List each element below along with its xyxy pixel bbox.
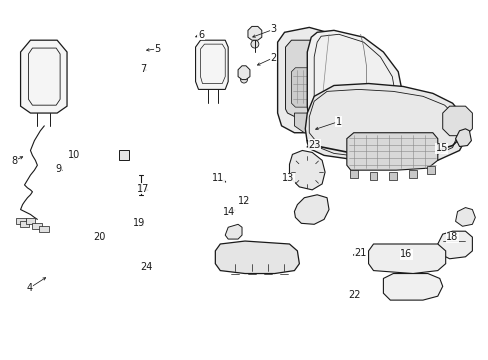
- Polygon shape: [383, 274, 442, 300]
- Polygon shape: [32, 223, 42, 229]
- Text: 24: 24: [141, 262, 153, 272]
- Polygon shape: [195, 40, 228, 89]
- Polygon shape: [39, 226, 49, 232]
- Polygon shape: [238, 66, 249, 80]
- Polygon shape: [346, 133, 437, 170]
- Polygon shape: [306, 30, 402, 141]
- Circle shape: [305, 203, 316, 212]
- Text: 22: 22: [348, 290, 360, 300]
- Polygon shape: [408, 170, 416, 178]
- Circle shape: [299, 164, 315, 180]
- Text: 13: 13: [281, 173, 294, 183]
- Text: 16: 16: [400, 249, 412, 260]
- Polygon shape: [247, 26, 261, 40]
- Polygon shape: [277, 27, 343, 133]
- Polygon shape: [20, 221, 29, 227]
- Text: 18: 18: [446, 233, 458, 242]
- Text: 10: 10: [68, 150, 81, 160]
- Circle shape: [250, 40, 258, 48]
- Polygon shape: [426, 166, 434, 174]
- Polygon shape: [442, 106, 471, 136]
- Text: 1: 1: [335, 117, 341, 126]
- Text: 2: 2: [270, 53, 276, 63]
- Polygon shape: [349, 170, 357, 178]
- Polygon shape: [455, 208, 474, 226]
- Polygon shape: [368, 244, 445, 274]
- Polygon shape: [225, 224, 242, 239]
- Text: 7: 7: [140, 64, 146, 75]
- Text: 19: 19: [133, 218, 145, 228]
- Circle shape: [240, 76, 247, 83]
- Polygon shape: [25, 219, 35, 224]
- Polygon shape: [455, 129, 470, 147]
- Polygon shape: [294, 113, 324, 133]
- Text: 14: 14: [223, 207, 235, 217]
- Text: 6: 6: [198, 30, 203, 40]
- Text: 4: 4: [26, 283, 32, 293]
- Text: 20: 20: [93, 233, 105, 242]
- Polygon shape: [119, 150, 129, 160]
- Text: 23: 23: [308, 140, 320, 149]
- Circle shape: [303, 168, 310, 176]
- Polygon shape: [285, 40, 336, 118]
- Text: 21: 21: [354, 248, 366, 258]
- Polygon shape: [437, 231, 471, 259]
- Polygon shape: [305, 84, 467, 162]
- Polygon shape: [289, 150, 325, 190]
- Polygon shape: [294, 195, 328, 224]
- Text: 12: 12: [238, 196, 250, 206]
- Text: 5: 5: [154, 44, 160, 54]
- Polygon shape: [291, 68, 323, 107]
- Text: 15: 15: [435, 143, 447, 153]
- Polygon shape: [20, 40, 67, 113]
- Text: 9: 9: [55, 165, 61, 174]
- Text: 8: 8: [12, 156, 18, 166]
- Polygon shape: [388, 172, 396, 180]
- Polygon shape: [16, 219, 25, 224]
- Circle shape: [458, 134, 468, 144]
- Polygon shape: [215, 241, 299, 274]
- Text: 17: 17: [137, 184, 149, 194]
- Text: 3: 3: [270, 24, 276, 34]
- Polygon shape: [369, 172, 377, 180]
- Text: 11: 11: [211, 173, 224, 183]
